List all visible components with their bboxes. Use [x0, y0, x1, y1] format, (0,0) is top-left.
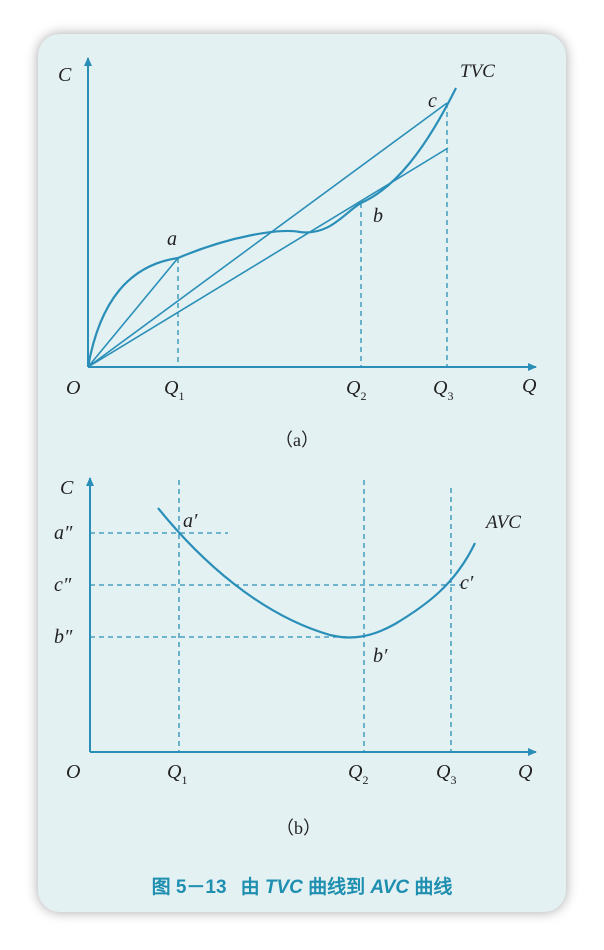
point-b-label: b [373, 205, 383, 227]
panel-b-caption: （b） [276, 818, 321, 838]
level-b-label: b″ [54, 626, 73, 648]
panel-b-origin: O [66, 761, 80, 783]
avc-label: AVC [484, 512, 521, 533]
panel-a-origin: O [66, 377, 80, 399]
panel-b-q2-label: Q2 [348, 761, 368, 787]
level-c-label: c″ [54, 574, 72, 596]
panel-b-q3-label: Q3 [436, 761, 456, 787]
tvc-label: TVC [460, 61, 495, 82]
ray-to-c [87, 102, 448, 368]
point-c-prime-label: c′ [460, 572, 474, 594]
avc-curve [157, 507, 476, 639]
panel-a-q2-label: Q2 [346, 377, 366, 403]
ray-to-b [87, 147, 449, 368]
point-a-prime-label: a′ [183, 510, 198, 532]
panel-b-q1-label: Q1 [167, 761, 187, 787]
panel-a: C O Q TVC a b c Q1 Q2 Q3 （a） [58, 57, 537, 450]
tvc-curve [86, 87, 457, 368]
panel-a-y-label: C [58, 64, 72, 86]
figure-caption: 图 5－13 由 TVC 曲线到 AVC 曲线 [152, 875, 453, 898]
figure-card: C O Q TVC a b c Q1 Q2 Q3 （a） [38, 34, 566, 912]
point-b-prime-label: b′ [373, 645, 388, 667]
panel-b-x-label: Q [518, 761, 533, 783]
figure-svg: C O Q TVC a b c Q1 Q2 Q3 （a） [54, 57, 537, 898]
level-a-label: a″ [54, 522, 73, 544]
panel-a-caption: （a） [275, 430, 319, 450]
panel-a-x-label: Q [522, 375, 537, 397]
panel-b-y-label: C [60, 477, 74, 499]
point-a-label: a [167, 228, 177, 250]
ray-to-a [87, 257, 179, 368]
point-c-label: c [428, 90, 437, 112]
panel-a-q1-label: Q1 [164, 377, 184, 403]
panel-b: C O Q AVC a′ b′ c′ a″ c″ b″ Q1 Q2 Q3 （b） [54, 477, 537, 838]
panel-a-q3-label: Q3 [433, 377, 453, 403]
